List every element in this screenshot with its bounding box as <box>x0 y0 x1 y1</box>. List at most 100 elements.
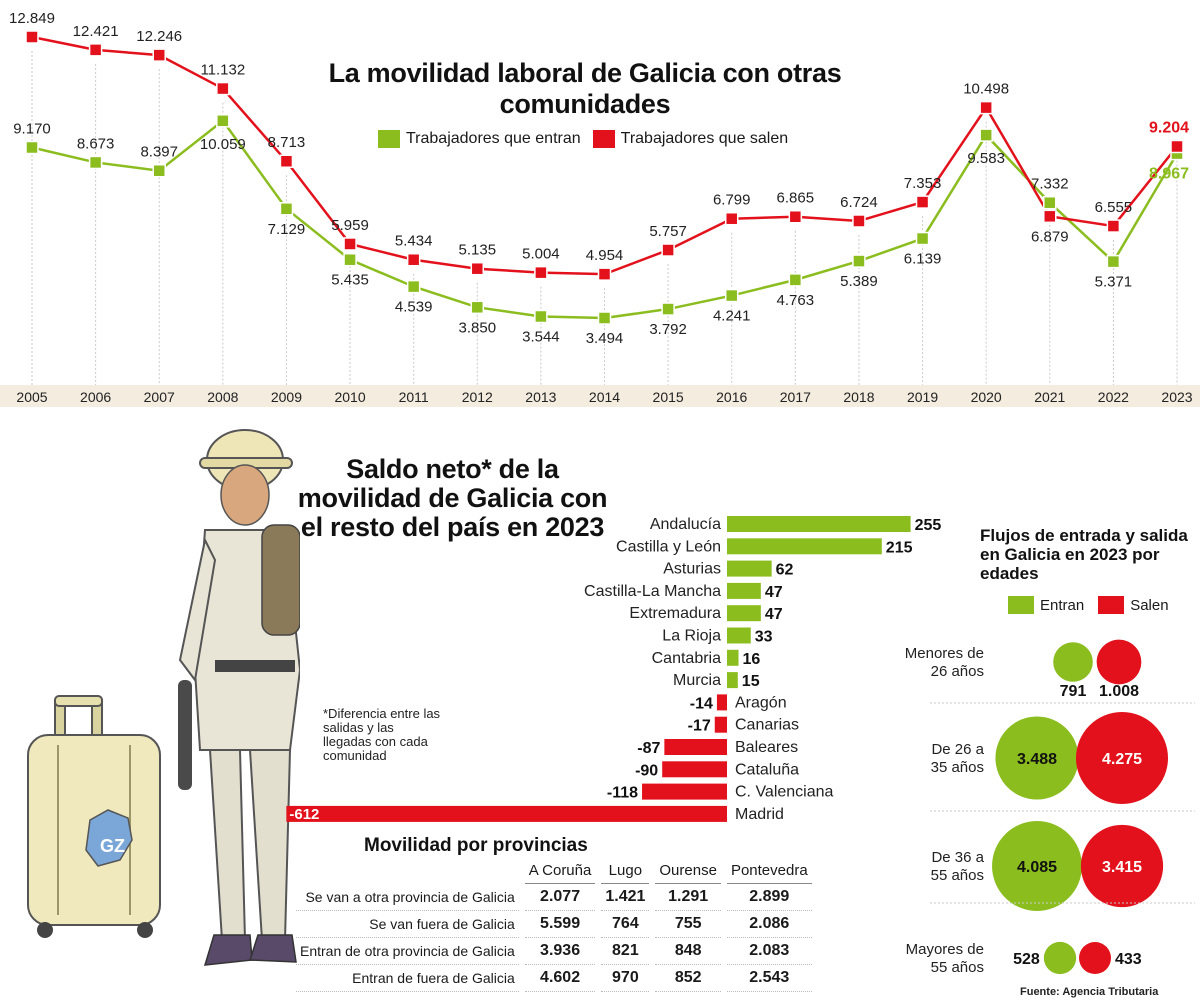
bubble-entran <box>1043 941 1077 975</box>
provinces-col-header: A Coruña <box>524 860 596 884</box>
point-salen <box>216 81 230 96</box>
provinces-table: A Coruña Lugo Ourense Pontevedra Se van … <box>290 860 818 992</box>
bubble-salen <box>1079 942 1111 974</box>
point-salen <box>1043 209 1057 224</box>
point-entran <box>1106 254 1121 269</box>
point-salen <box>406 252 421 267</box>
provinces-header-row: A Coruña Lugo Ourense Pontevedra <box>296 860 812 884</box>
footnote: *Diferencia entre las salidas y las lleg… <box>323 706 441 763</box>
table-row: Se van fuera de Galicia 5.599 764 755 2.… <box>296 911 812 938</box>
point-salen <box>343 237 357 251</box>
x-tick-label: 2008 <box>207 389 238 405</box>
data-label-salen: 5.757 <box>649 223 687 240</box>
data-label-salen: 5.135 <box>459 242 497 259</box>
category-label: Canarias <box>735 717 799 734</box>
bubble-value-label: 3.488 <box>1017 751 1057 768</box>
table-cell: 764 <box>601 911 650 938</box>
worker-figure <box>178 429 300 966</box>
data-label-salen: 5.959 <box>331 217 369 234</box>
bar-value-label: -118 <box>607 785 638 802</box>
data-label-entran: 3.494 <box>586 330 624 347</box>
data-label-entran: 6.139 <box>904 251 942 268</box>
age-group-label: De 36 a <box>931 849 984 866</box>
flows-legend: Entran Salen <box>1008 596 1183 614</box>
bar-value-label: -90 <box>635 762 658 779</box>
bubble-salen <box>1096 639 1142 685</box>
data-label-salen: 12.421 <box>73 23 119 40</box>
x-tick-label: 2019 <box>907 389 938 405</box>
table-row: Entran de fuera de Galicia 4.602 970 852… <box>296 965 812 992</box>
bar-value-label: -612 <box>289 806 319 823</box>
bar <box>714 716 727 733</box>
category-label: Castilla y León <box>616 538 721 555</box>
point-entran <box>852 254 866 268</box>
data-label-entran: 5.371 <box>1095 274 1133 291</box>
point-salen <box>152 48 166 62</box>
x-tick-label: 2006 <box>80 389 111 405</box>
bar <box>727 538 882 555</box>
category-label: Cataluña <box>735 761 799 778</box>
age-group-label: 35 años <box>931 759 984 776</box>
data-label-salen: 6.879 <box>1031 228 1069 245</box>
table-cell: 852 <box>655 965 721 992</box>
table-cell: 848 <box>655 938 721 965</box>
legend-entran: Trabajadores que entran <box>378 130 581 148</box>
data-label-entran: 3.544 <box>522 328 560 345</box>
worker-illustration: GZ <box>27 429 300 966</box>
table-cell: 2.086 <box>726 911 812 938</box>
table-cell: 3.936 <box>524 938 596 965</box>
point-entran <box>661 302 675 316</box>
x-tick-label: 2009 <box>271 389 302 405</box>
age-group-label: De 26 a <box>931 741 984 758</box>
legend-entran-label: Trabajadores que entran <box>406 130 581 147</box>
bar-value-label: -14 <box>690 695 713 712</box>
data-label-salen: 12.849 <box>9 10 55 27</box>
bar-value-label: -17 <box>688 718 711 735</box>
legend-salen: Trabajadores que salen <box>592 130 788 148</box>
bar <box>727 672 738 689</box>
data-label-salen: 4.954 <box>586 247 624 264</box>
point-entran <box>597 311 612 325</box>
table-cell: 2.899 <box>726 884 812 911</box>
category-label: Extremadura <box>629 605 721 622</box>
data-label-entran: 5.389 <box>840 273 878 290</box>
table-cell: 821 <box>601 938 650 965</box>
age-group-label: 26 años <box>931 663 984 680</box>
bar <box>727 516 911 532</box>
data-label-entran: 10.059 <box>200 136 246 153</box>
point-salen <box>724 211 739 226</box>
table-cell: 5.599 <box>524 911 596 938</box>
table-row: Se van a otra provincia de Galicia 2.077… <box>296 884 812 911</box>
row-label: Entran de fuera de Galicia <box>296 965 519 992</box>
flows-title: Flujos de entrada y salida en Galicia en… <box>980 526 1188 583</box>
age-group-label: 55 años <box>931 959 984 976</box>
bubble-entran <box>992 821 1082 911</box>
point-entran <box>788 273 803 287</box>
legend-swatch-red <box>592 130 615 148</box>
bubble-value-label: 4.275 <box>1102 751 1142 768</box>
point-salen <box>915 195 930 209</box>
table-cell: 1.291 <box>655 884 721 911</box>
data-label-salen: 6.555 <box>1095 199 1133 216</box>
flows-legend-out: Salen <box>1098 596 1169 614</box>
row-label: Entran de otra provincia de Galicia <box>296 938 519 965</box>
point-entran <box>88 155 103 170</box>
data-label-salen: 6.724 <box>840 194 878 211</box>
data-label-salen: 8.713 <box>268 134 306 151</box>
data-label-entran: 9.583 <box>967 150 1005 167</box>
data-label-entran: 8.397 <box>140 144 178 161</box>
bar <box>286 805 727 822</box>
point-entran <box>152 163 166 178</box>
data-label-entran: 4.763 <box>777 292 815 309</box>
point-salen <box>470 261 485 276</box>
table-cell: 2.083 <box>726 938 812 965</box>
table-cell: 4.602 <box>524 965 596 992</box>
row-label: Se van a otra provincia de Galicia <box>296 884 519 911</box>
bar <box>664 739 727 755</box>
data-label-entran: 8.967 <box>1149 166 1189 183</box>
x-tick-label: 2013 <box>525 389 556 405</box>
x-tick-label: 2015 <box>653 389 684 405</box>
data-label-entran: 4.241 <box>713 308 751 325</box>
data-label-entran: 7.332 <box>1031 176 1069 193</box>
